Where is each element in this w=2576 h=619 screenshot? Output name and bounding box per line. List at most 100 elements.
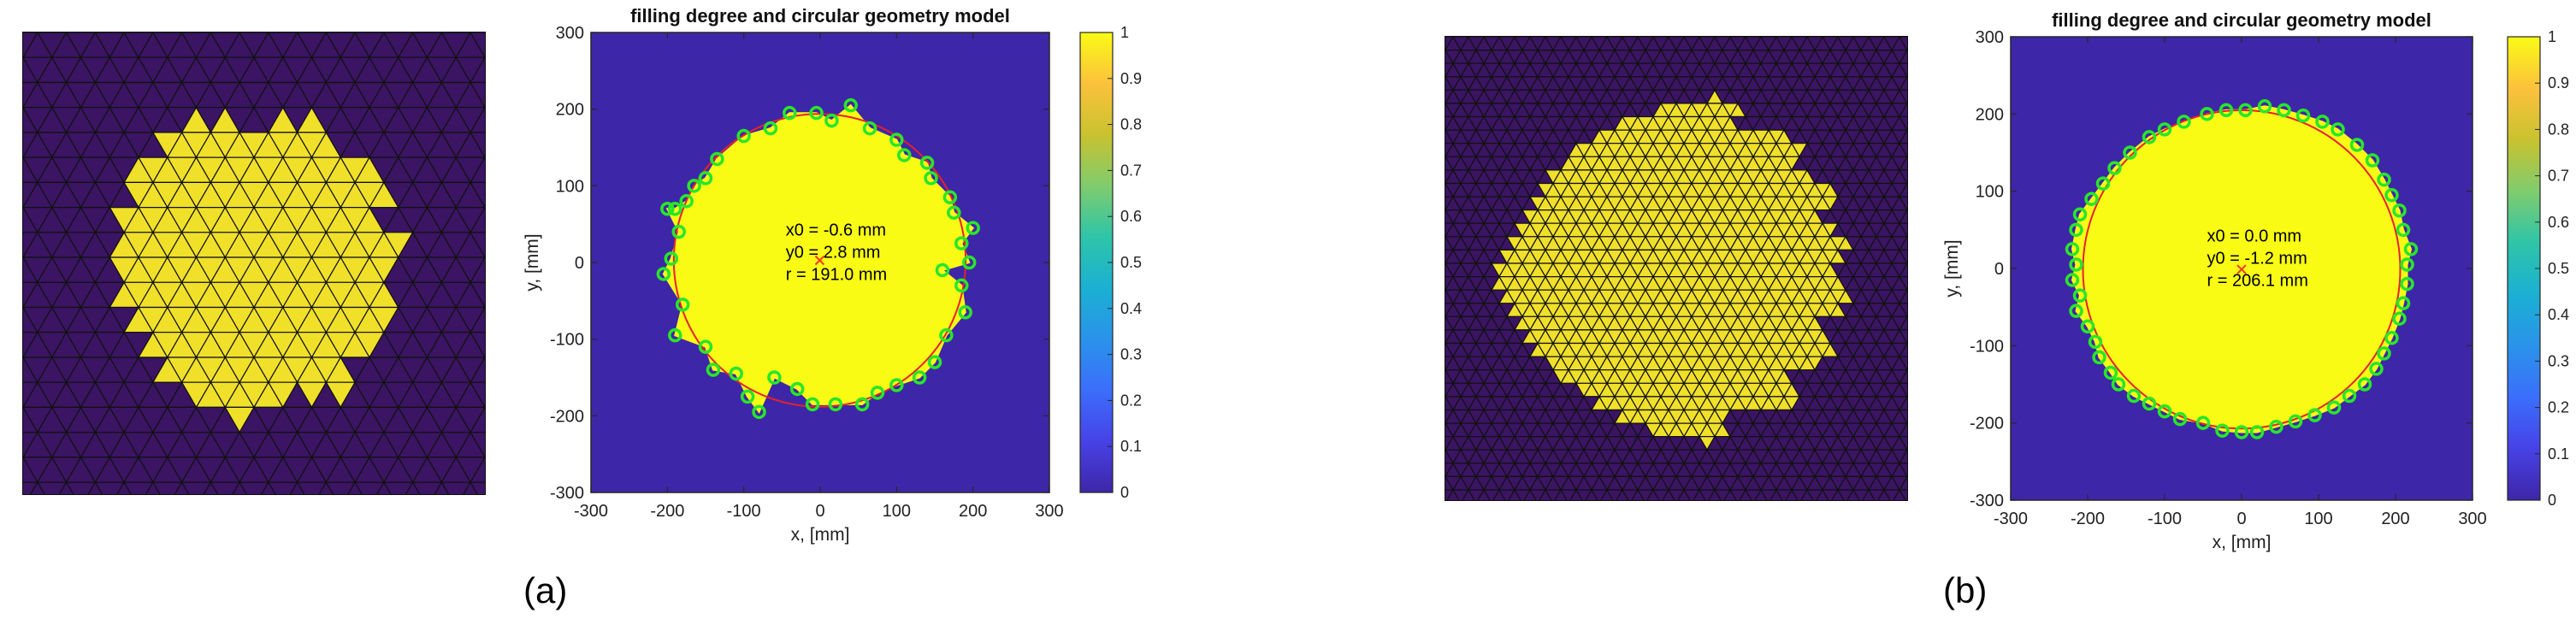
mesh-triangle [529,182,558,207]
boundary-point [2331,122,2345,137]
mesh-triangle [1445,49,1447,51]
mesh-triangle [529,108,558,133]
mesh-triangle [470,156,485,183]
boundary-point [828,397,843,412]
mesh-triangle [514,157,543,182]
boundary-point [2069,257,2083,272]
mesh-triangle [499,382,529,407]
colorbar-tick-label: 0.8 [2548,121,2569,138]
mesh-triangle [1915,184,1930,197]
mesh-triangle [1930,316,1946,330]
fit-circle [2082,109,2402,430]
mesh-triangle [1915,316,1930,330]
boundary-point [961,255,977,270]
mesh-triangle [1923,490,1938,504]
colorbar-tick-label: 0.4 [2548,306,2569,323]
mesh-triangle [1938,50,1953,64]
mesh-triangle [1923,63,1938,77]
boundary-point [2396,296,2411,310]
mesh-triangle [1761,504,1776,517]
mesh-triangle [1923,103,1938,117]
boundary-point [889,378,904,392]
boundary-point [2088,334,2103,350]
mesh-triangle [1938,210,1953,224]
mesh-triangle [1923,463,1938,477]
mesh-triangle [1445,342,1447,345]
mesh-triangle [9,507,38,532]
mesh-triangle [1515,504,1530,517]
mesh-triangle [1923,383,1938,397]
mesh-triangle [499,507,529,532]
mesh-triangle [1915,37,1930,50]
mesh-triangle [1905,315,1907,318]
mesh-triangle [1930,344,1946,357]
mesh-triangle [1923,50,1938,64]
mesh-triangle [529,382,558,407]
boundary-point [912,370,927,385]
boundary-point [2349,138,2365,152]
mesh-triangle [456,507,485,532]
x-tick-label: -300 [574,502,608,521]
colorbar-tick-label: 0 [2548,492,2556,509]
boundary-point [2403,242,2419,256]
mesh-triangle [499,433,529,457]
mesh-triangle [499,357,529,382]
mesh-triangle [1507,504,1522,517]
mesh-triangle [405,480,421,494]
mesh-triangle [232,480,247,494]
mesh-triangle [463,480,478,494]
mesh-triangle [529,357,558,382]
mesh-triangle [1923,130,1938,144]
mesh-triangle [95,507,124,532]
mesh-triangle [470,256,485,283]
boundary-point [2123,145,2137,160]
mesh-triangle [1545,504,1561,517]
mesh-triangle [1898,475,1907,491]
mesh-triangle [1445,504,1461,517]
mesh-triangle [1905,49,1907,51]
mesh-triangle [1905,342,1907,345]
mesh-triangle [1898,329,1907,345]
mesh-triangle [23,106,25,109]
boundary-point [675,298,690,312]
boundary-point [729,366,743,381]
mesh-triangle [67,507,96,532]
y-tick-label: -100 [1970,337,2004,356]
chart-a: filling degree and circular geometry mod… [523,5,1142,545]
mesh-triangle [1930,63,1946,77]
mesh-triangle [1930,50,1946,64]
mesh-triangle [1923,410,1938,424]
boundary-point [2103,365,2118,380]
colorbar-tick-label: 0.8 [1120,116,1142,133]
mesh-triangle [168,507,197,532]
boundary-point [2072,207,2088,222]
mesh-triangle [298,507,327,532]
mesh-triangle [1915,277,1930,291]
mesh-triangle [1607,504,1622,517]
mesh-triangle [1898,395,1907,411]
mesh-triangle [543,257,572,282]
mesh-triangle [499,157,529,182]
mesh-triangle [483,56,485,58]
y-tick-label: -200 [550,407,584,426]
mesh-triangle [1915,250,1930,263]
mesh-triangle [1915,504,1930,517]
mesh-triangle [1923,170,1938,184]
boundary-point [2277,103,2291,118]
mesh-triangle [470,481,485,494]
mesh-triangle [1938,77,1953,91]
mesh-triangle [139,507,168,532]
mesh-triangle [1905,75,1907,78]
y-tick-label: -100 [550,331,584,350]
boundary-point [2342,388,2357,404]
mesh-triangle [1930,156,1946,170]
mesh-triangle [514,407,543,432]
mesh-triangle [1923,316,1938,330]
mesh-triangle [1915,397,1930,410]
mesh-triangle [529,457,558,482]
boundary-point [897,148,912,162]
mesh-triangle [470,332,485,359]
mesh-triangle [1898,409,1907,425]
mesh-triangle [499,182,529,207]
mesh-triangle [1522,504,1538,517]
